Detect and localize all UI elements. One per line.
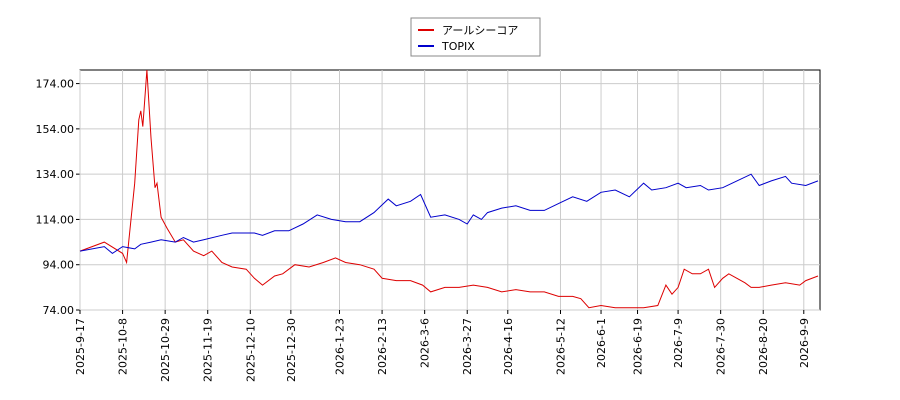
y-tick-label: 174.00 <box>36 78 75 91</box>
x-tick-label: 2026-1-23 <box>334 318 347 375</box>
x-tick-label: 2026-9-9 <box>798 318 811 368</box>
legend-box <box>410 17 541 57</box>
legend-label: TOPIX <box>441 40 475 53</box>
x-tick-label: 2026-5-12 <box>554 318 567 375</box>
x-tick-label: 2026-6-19 <box>632 318 645 375</box>
x-tick-label: 2025-12-10 <box>244 318 257 382</box>
x-tick-label: 2026-3-27 <box>461 318 474 375</box>
x-tick-label: 2025-12-30 <box>285 318 298 382</box>
series-line <box>79 173 819 255</box>
y-tick-label: 134.00 <box>36 168 75 181</box>
x-tick-label: 2026-3-6 <box>419 318 432 368</box>
x-tick-label: 2026-2-13 <box>376 318 389 375</box>
x-tick-label: 2026-8-20 <box>757 318 770 375</box>
y-tick-label: 94.00 <box>43 259 75 272</box>
legend-label: アールシーコア <box>442 24 518 37</box>
y-tick-label: 154.00 <box>36 123 75 136</box>
x-tick-label: 2025-9-17 <box>74 318 87 375</box>
x-tick-label: 2026-6-1 <box>595 318 608 368</box>
series-line <box>79 69 819 309</box>
y-tick-label: 114.00 <box>36 213 75 226</box>
x-tick-label: 2026-7-30 <box>715 318 728 375</box>
x-tick-label: 2025-10-29 <box>159 318 172 382</box>
y-tick-label: 74.00 <box>43 304 75 317</box>
x-tick-label: 2026-4-16 <box>502 318 515 375</box>
x-tick-label: 2026-7-9 <box>672 318 685 368</box>
x-tick-label: 2025-10-8 <box>117 318 130 375</box>
x-tick-label: 2025-11-19 <box>202 318 215 382</box>
